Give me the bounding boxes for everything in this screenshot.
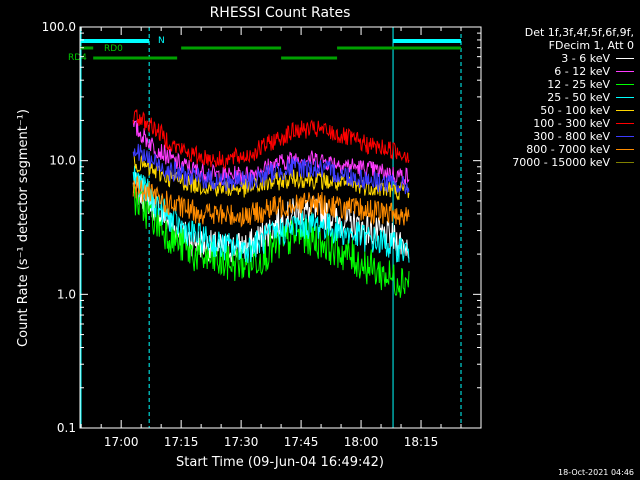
x-tick-label: 17:00 xyxy=(104,435,139,449)
x-tick-label: 18:15 xyxy=(404,435,439,449)
y-tick-label: 10.0 xyxy=(49,154,76,168)
legend-header-line-1: Det 1f,3f,4f,5f,6f,9f, xyxy=(524,26,634,39)
chart-title: RHESSI Count Rates xyxy=(210,5,351,21)
legend-entry: 800 - 7000 keV xyxy=(476,143,634,156)
generation-timestamp: 18-Oct-2021 04:46 xyxy=(558,468,634,477)
legend-entry: 100 - 300 keV xyxy=(476,117,634,130)
x-tick-label: 17:45 xyxy=(284,435,319,449)
legend-entry: 3 - 6 keV xyxy=(476,52,634,65)
legend-label: 6 - 12 keV xyxy=(554,65,610,78)
series-line xyxy=(132,165,410,264)
time-markers xyxy=(80,27,462,428)
y-tick-label: 1.0 xyxy=(57,287,76,301)
x-axis-label: Start Time (09-Jun-04 16:49:42) xyxy=(176,455,384,470)
legend-label: 12 - 25 keV xyxy=(547,78,610,91)
rd4-label: RD4 xyxy=(68,53,87,63)
series-line xyxy=(132,143,410,195)
legend-swatch xyxy=(616,58,634,59)
legend-entry: 25 - 50 keV xyxy=(476,91,634,104)
legend-swatch xyxy=(616,136,634,137)
n-label: N xyxy=(158,36,165,46)
rd0-label: RD0 xyxy=(104,44,123,54)
x-axis: 17:00 17:15 17:30 17:45 18:00 18:15 xyxy=(80,27,462,449)
legend-entries: 3 - 6 keV 6 - 12 keV 12 - 25 keV 25 - 50 ke… xyxy=(476,52,634,169)
x-tick-label: 18:00 xyxy=(344,435,379,449)
legend-entry: 300 - 800 keV xyxy=(476,130,634,143)
legend-label: 50 - 100 keV xyxy=(540,104,610,117)
legend-entry: 6 - 12 keV xyxy=(476,65,634,78)
series-line xyxy=(132,183,410,298)
y-axis-label: Count Rate (s⁻¹ detector segment⁻¹) xyxy=(16,109,31,347)
legend-entry: 12 - 25 keV xyxy=(476,78,634,91)
y-tick-label: 100.0 xyxy=(42,20,76,34)
y-axis: 100.0 10.0 1.0 0.1 xyxy=(42,20,481,435)
legend-header-line-2: FDecim 1, Att 0 xyxy=(548,39,634,52)
legend-entry: 50 - 100 keV xyxy=(476,104,634,117)
legend-swatch xyxy=(616,84,634,85)
legend-label: 3 - 6 keV xyxy=(561,52,610,65)
series-line xyxy=(132,175,410,228)
legend-label: 25 - 50 keV xyxy=(547,91,610,104)
legend-label: 7000 - 15000 keV xyxy=(512,156,610,169)
legend-label: 100 - 300 keV xyxy=(533,117,610,130)
legend-swatch xyxy=(616,97,634,98)
legend-entry: 7000 - 15000 keV xyxy=(476,156,634,169)
legend-swatch xyxy=(616,162,634,163)
legend-swatch xyxy=(616,71,634,72)
legend-swatch xyxy=(616,123,634,124)
legend: Det 1f,3f,4f,5f,6f,9f, FDecim 1, Att 0 3… xyxy=(476,26,634,169)
plot-frame xyxy=(79,26,482,429)
legend-label: 800 - 7000 keV xyxy=(526,143,610,156)
series-line xyxy=(132,109,410,170)
y-tick-label: 0.1 xyxy=(57,421,76,435)
x-tick-label: 17:15 xyxy=(164,435,199,449)
series-group xyxy=(132,109,410,298)
legend-swatch xyxy=(616,110,634,111)
legend-label: 300 - 800 keV xyxy=(533,130,610,143)
legend-swatch xyxy=(616,149,634,150)
x-tick-label: 17:30 xyxy=(224,435,259,449)
state-bars xyxy=(80,39,462,60)
